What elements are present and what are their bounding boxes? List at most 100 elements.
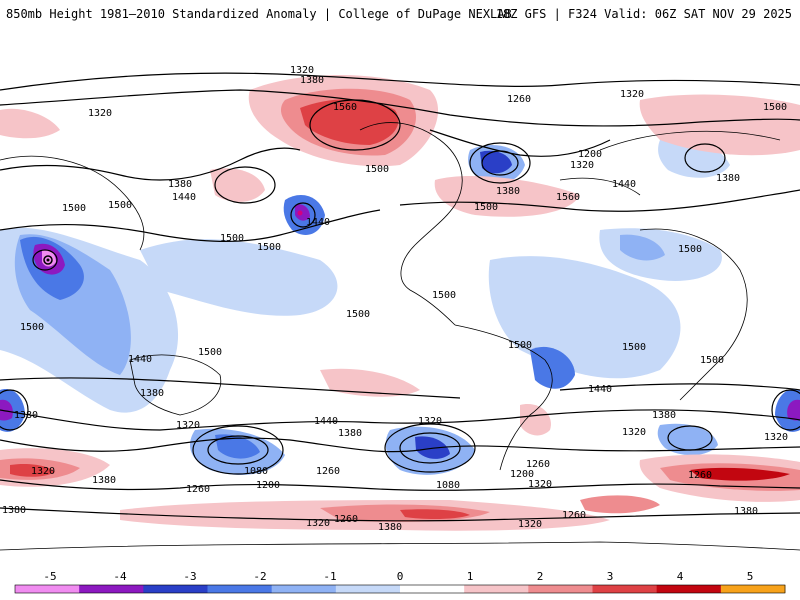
contour-label: 1320 [88, 108, 112, 119]
contour-label: 1320 [176, 420, 200, 431]
colorbar-tick-label: 0 [397, 570, 404, 583]
contour-label: 1500 [700, 355, 724, 366]
contour-label: 1380 [716, 173, 740, 184]
contour-label: 1380 [734, 506, 758, 517]
contour-label: 1320 [518, 519, 542, 530]
neg-anomaly-region [620, 234, 665, 261]
contour-line [0, 377, 461, 399]
contour-label: 1260 [507, 94, 531, 105]
colorbar-swatch [720, 585, 786, 593]
contour-line [559, 383, 800, 391]
colorbar-tick-label: -4 [113, 570, 127, 583]
contour-label: 1260 [186, 484, 210, 495]
colorbar-swatch [464, 585, 529, 593]
contour-label: 1440 [314, 416, 338, 427]
coastlines [0, 122, 800, 551]
height-contours [0, 72, 800, 522]
colorbar-swatch [400, 585, 465, 593]
pos-anomaly-region [520, 404, 551, 436]
pos-anomaly-region [400, 509, 470, 520]
contour-label: 1500 [257, 242, 281, 253]
contour-line [0, 209, 381, 242]
coastline-south-america [454, 324, 553, 471]
colorbar-swatch [592, 585, 658, 593]
contour-label: 1320 [620, 89, 644, 100]
colorbar-swatch [79, 585, 144, 593]
contour-label: 1500 [62, 203, 86, 214]
colorbar-tick-label: 3 [607, 570, 614, 583]
pos-anomaly-region [580, 495, 660, 514]
model-run-info: 18Z GFS | F324 Valid: 06Z SAT NOV 29 202… [495, 7, 792, 21]
contour-labels: 1320 1380 1320 1560 1260 1320 1500 1380 … [2, 65, 788, 533]
coastline-asia [0, 155, 145, 251]
colorbar-swatch [143, 585, 208, 593]
neg-anomaly-region [140, 239, 338, 316]
contour-label: 1500 [508, 340, 532, 351]
colorbar-swatch [271, 585, 337, 593]
contour-label: 1380 [300, 75, 324, 86]
low-center-marker [297, 210, 303, 216]
storm-markers [43, 210, 303, 265]
contour-line [0, 479, 800, 491]
contour-label: 1080 [436, 480, 460, 491]
contour-label: 1500 [365, 164, 389, 175]
colorbar-swatches [14, 584, 786, 594]
contour-low [32, 249, 58, 271]
coastline-antarctica [0, 541, 800, 551]
contour-low [469, 142, 531, 184]
contour-label: 1200 [578, 149, 602, 160]
contour-line [0, 72, 800, 91]
contour-label: 1260 [316, 466, 340, 477]
anomaly-map: 1320 1380 1320 1560 1260 1320 1500 1380 … [0, 30, 800, 560]
colorbar-swatch [207, 585, 273, 593]
contour-low [399, 432, 461, 464]
contour-label: 1440 [172, 192, 196, 203]
contour-label: 1500 [432, 290, 456, 301]
contour-label: 1320 [528, 479, 552, 490]
colorbar-tick-label: -5 [43, 570, 56, 583]
map-title: 850mb Height 1981–2010 Standardized Anom… [6, 7, 512, 21]
contour-label: 1320 [290, 65, 314, 76]
contour-low [290, 202, 316, 228]
neg-anomaly-region [215, 434, 260, 459]
colorbar-tick-label: 4 [677, 570, 684, 583]
coastline-north-america [359, 122, 463, 326]
contour-label: 1440 [612, 179, 636, 190]
contour-label: 1320 [418, 416, 442, 427]
colorbar-border [14, 584, 786, 594]
contour-line [0, 507, 800, 522]
coastline-eurasia [559, 130, 781, 196]
colorbar-tick-label: 1 [467, 570, 474, 583]
contour-line [0, 437, 800, 453]
contour-label: 1560 [556, 192, 580, 203]
neg-anomaly-region [0, 399, 13, 421]
contour-label: 1500 [198, 347, 222, 358]
coastline-africa [639, 228, 748, 401]
pos-anomaly-region [320, 368, 420, 397]
contour-label: 1260 [562, 510, 586, 521]
contour-line [429, 129, 611, 157]
pos-anomaly-region [0, 108, 60, 139]
colorbar-tick-label: 2 [537, 570, 544, 583]
contour-line [0, 89, 800, 127]
contour-label: 1200 [256, 480, 280, 491]
contour-label: 1320 [764, 432, 788, 443]
contour-label: 1500 [346, 309, 370, 320]
low-center-marker [46, 258, 50, 262]
contour-label: 1500 [678, 244, 702, 255]
contour-label: 1380 [168, 179, 192, 190]
map-header: 850mb Height 1981–2010 Standardized Anom… [0, 0, 800, 30]
neg-anomaly-region [415, 436, 450, 459]
contour-label: 1080 [244, 466, 268, 477]
contour-label: 1500 [622, 342, 646, 353]
contour-low [384, 423, 476, 473]
contour-label: 1200 [510, 469, 534, 480]
colorbar-ticks: -5 -4 -3 -2 -1 0 1 2 3 4 5 [43, 570, 753, 583]
contour-label: 1500 [108, 200, 132, 211]
contour-label: 1500 [763, 102, 787, 113]
contour-low [192, 425, 284, 475]
contour-line [0, 409, 800, 431]
contour-label: 1260 [334, 514, 358, 525]
contour-label: 1320 [622, 427, 646, 438]
contour-label: 1500 [20, 322, 44, 333]
